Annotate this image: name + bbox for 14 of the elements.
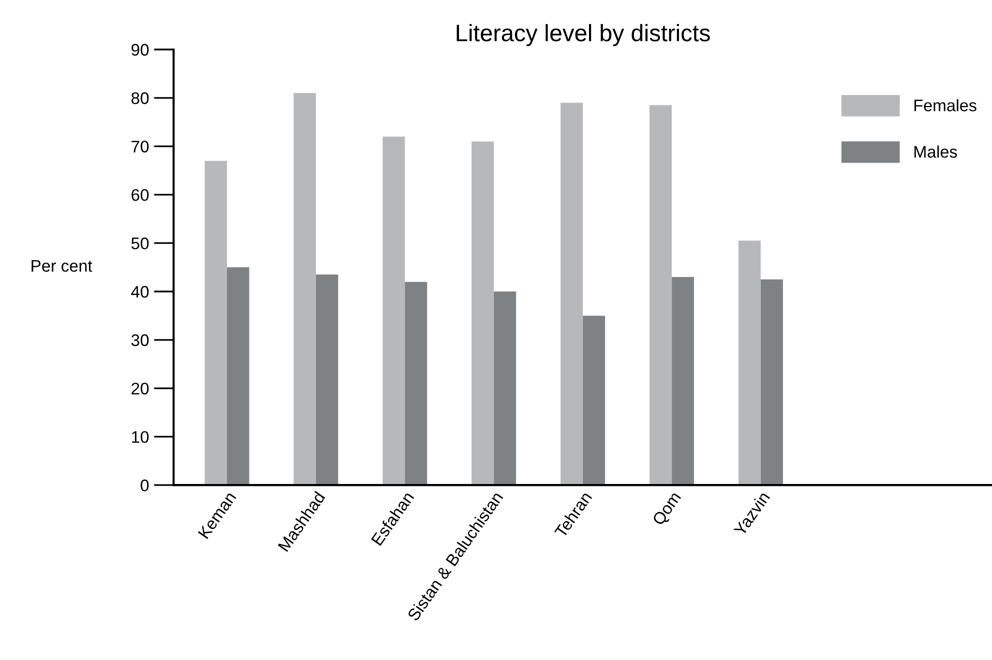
y-tick-label: 40 [131, 286, 149, 298]
y-tick-label: 0 [140, 480, 149, 492]
chart-title: Literacy level by districts [456, 24, 710, 46]
y-tick-label: 30 [131, 334, 149, 346]
y-axis-title: Per cent [32, 260, 92, 272]
y-tick-label: 80 [131, 92, 149, 104]
y-tick-label: 70 [132, 140, 149, 153]
y-tick-label: 20 [132, 382, 149, 395]
legend-label: Females [914, 99, 976, 112]
y-tick-label: 10 [132, 431, 149, 443]
y-tick-label: 60 [132, 189, 149, 201]
legend-label: Males [914, 145, 957, 158]
y-tick-label: 50 [131, 238, 149, 250]
y-tick-label: 90 [132, 44, 149, 56]
